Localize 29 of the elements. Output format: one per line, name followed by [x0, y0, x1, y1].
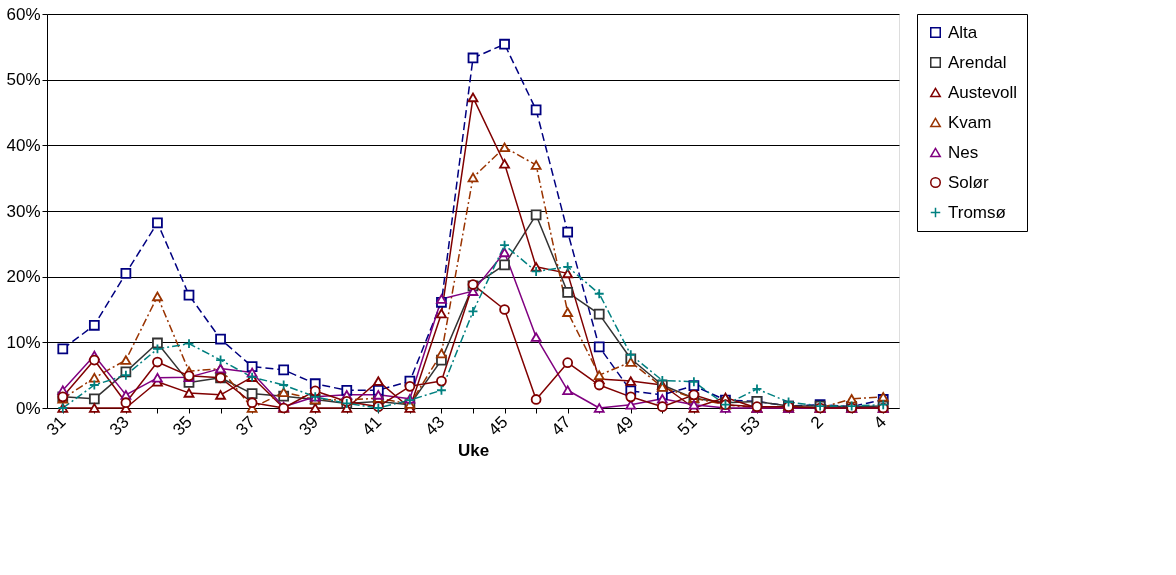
y-tick-label: 30%: [6, 201, 41, 221]
y-tick-label: 60%: [6, 4, 41, 24]
legend-label: Nes: [948, 142, 979, 162]
x-tick-label: 4: [869, 412, 891, 433]
y-tick-label: 50%: [6, 70, 41, 90]
y-tick-label: 20%: [6, 267, 41, 287]
legend-label: Tromsø: [948, 202, 1006, 222]
y-tick-label: 10%: [6, 332, 41, 352]
legend-label: Solør: [948, 172, 989, 192]
x-tick-label: 43: [421, 412, 449, 440]
x-axis-title: Uke: [457, 440, 490, 460]
legend-label: Alta: [948, 22, 978, 42]
x-tick-label: 37: [232, 412, 259, 440]
legend-label: Austevoll: [948, 82, 1017, 102]
x-tick-label: 33: [105, 412, 133, 440]
x-tick-label: 47: [547, 412, 575, 440]
x-tick-label: 2: [806, 412, 827, 433]
y-tick-label: 40%: [6, 135, 41, 155]
x-tick-label: 41: [358, 412, 386, 440]
x-tick-label: 39: [295, 412, 323, 440]
y-tick-label: 0%: [15, 398, 41, 418]
x-tick-label: 51: [673, 412, 701, 440]
x-tick-label: 35: [169, 412, 196, 440]
legend-label: Arendal: [948, 52, 1007, 72]
x-tick-label: 53: [737, 412, 764, 440]
x-tick-label: 31: [42, 412, 70, 440]
legend-label: Kvam: [948, 112, 992, 132]
x-tick-label: 49: [610, 412, 638, 440]
x-tick-label: 45: [484, 412, 512, 440]
